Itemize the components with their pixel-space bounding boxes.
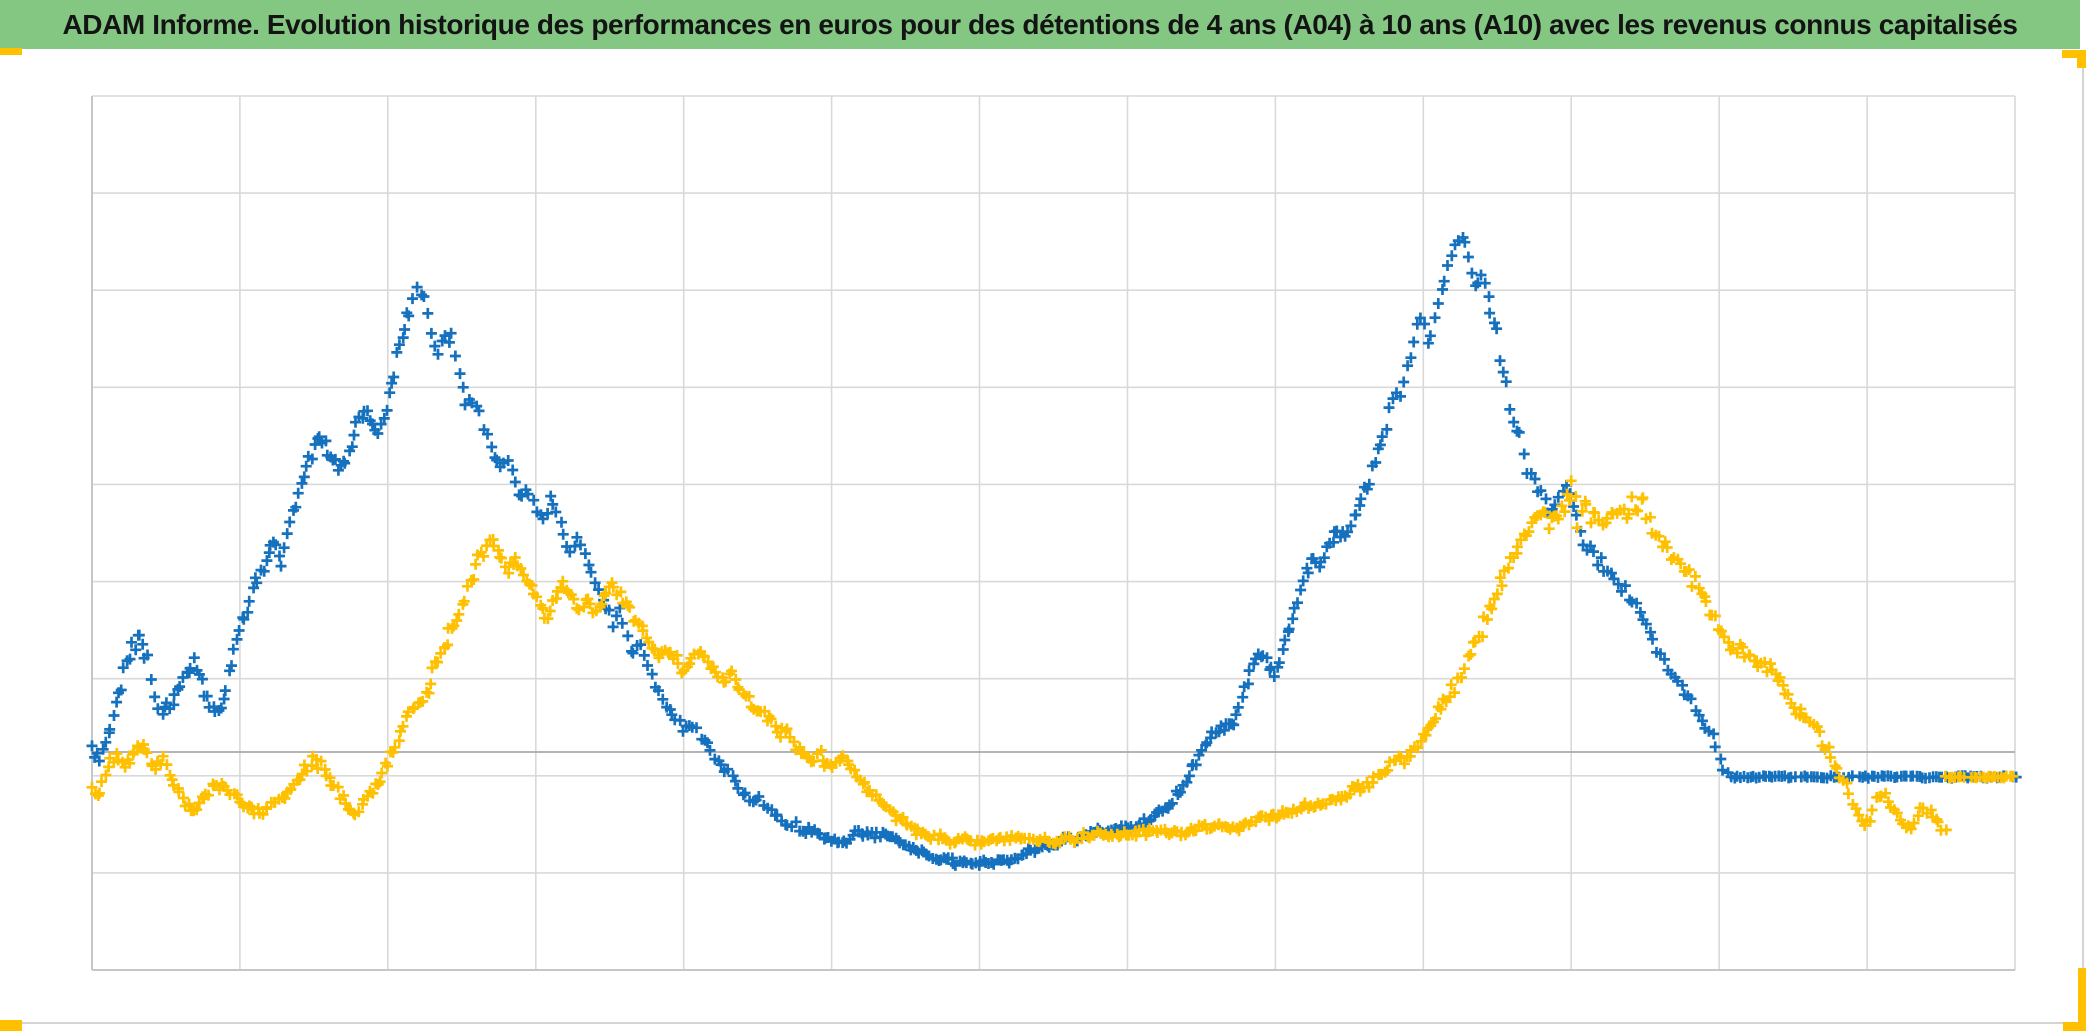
window-bottom-edge — [0, 1022, 2086, 1024]
plot-borders — [91, 96, 2015, 971]
corner-mark-top-right-icon — [2062, 50, 2086, 58]
corner-mark-bottom-right-icon — [2063, 1022, 2086, 1031]
corner-mark-bottom-right-icon — [2078, 968, 2086, 1031]
chart-title-bar: ADAM Informe. Evolution historique des p… — [0, 0, 2080, 49]
corner-mark-bottom-left-icon — [0, 1020, 22, 1031]
gridlines — [92, 95, 2016, 970]
series-a10-blue-markers — [86, 232, 2022, 871]
corner-mark-top-left-icon — [0, 48, 22, 55]
corner-mark-top-right-icon — [2077, 50, 2086, 68]
chart-title: ADAM Informe. Evolution historique des p… — [62, 8, 2018, 40]
window-right-edge — [2082, 58, 2084, 1022]
series-a04-yellow-markers — [86, 475, 2019, 851]
